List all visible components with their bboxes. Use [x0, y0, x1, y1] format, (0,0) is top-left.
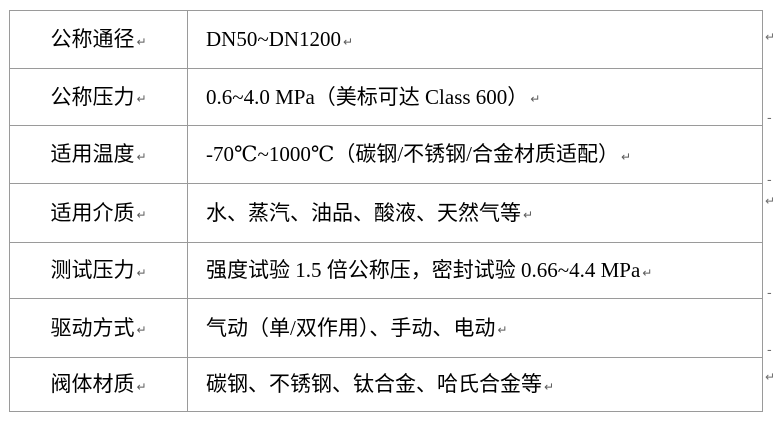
end-of-row-mark-icon: -	[767, 343, 772, 358]
spec-label: 阀体材质	[50, 372, 135, 396]
table-row: 驱动方式 ↵ 气动（单/双作用）、手动、电动 ↵	[10, 299, 762, 358]
spec-value: 气动（单/双作用）、手动、电动	[206, 315, 496, 340]
paragraph-mark-icon: ↵	[136, 92, 147, 106]
paragraph-mark-icon: ↵	[136, 149, 147, 164]
spec-value: 强度试验 1.5 倍公称压，密封试验 0.66~4.4 MPa	[206, 258, 641, 282]
spec-label-cell[interactable]: 适用温度 ↵	[10, 126, 188, 183]
end-of-row-mark-icon: ↵	[765, 30, 773, 44]
spec-value: 0.6~4.0 MPa（美标可达 Class 600）	[206, 84, 529, 109]
end-of-row-mark-icon: ↵	[765, 194, 773, 208]
end-of-row-mark-icon: -	[767, 286, 772, 301]
spec-value-cell[interactable]: 0.6~4.0 MPa（美标可达 Class 600） ↵	[188, 69, 762, 125]
spec-label-cell[interactable]: 公称压力 ↵	[10, 69, 188, 125]
spec-label-cell[interactable]: 阀体材质 ↵	[10, 358, 188, 411]
spec-label: 适用介质	[50, 200, 135, 225]
spec-table: 公称通径 ↵ DN50~DN1200 ↵ 公称压力 ↵ 0.6~4.0 MPa（美标可…	[9, 10, 763, 412]
spec-label: 公称压力	[50, 84, 135, 109]
spec-value-cell[interactable]: 碳钢、不锈钢、钛合金、哈氏合金等 ↵	[188, 358, 762, 411]
spec-label: 驱动方式	[50, 315, 135, 340]
paragraph-mark-icon: ↵	[497, 323, 508, 337]
spec-label: 适用温度	[50, 142, 135, 166]
spec-value: 水、蒸汽、油品、酸液、天然气等	[206, 200, 521, 225]
paragraph-mark-icon: ↵	[136, 265, 147, 280]
spec-label-cell[interactable]: 适用介质 ↵	[10, 184, 188, 242]
paragraph-mark-icon: ↵	[136, 208, 147, 222]
end-of-row-mark-icon: -	[767, 173, 772, 188]
paragraph-mark-icon: ↵	[544, 379, 555, 394]
spec-label-cell[interactable]: 公称通径 ↵	[10, 11, 188, 68]
paragraph-mark-icon: ↵	[136, 34, 147, 49]
spec-value: 碳钢、不锈钢、钛合金、哈氏合金等	[206, 372, 542, 396]
spec-label: 测试压力	[50, 258, 135, 282]
paragraph-mark-icon: ↵	[621, 149, 632, 164]
spec-label-cell[interactable]: 测试压力 ↵	[10, 243, 188, 298]
table-row: 适用介质 ↵ 水、蒸汽、油品、酸液、天然气等 ↵	[10, 184, 762, 243]
spec-value: -70℃~1000℃（碳钢/不锈钢/合金材质适配）	[206, 142, 620, 166]
table-row: 阀体材质 ↵ 碳钢、不锈钢、钛合金、哈氏合金等 ↵	[10, 358, 762, 411]
table-row: 适用温度 ↵ -70℃~1000℃（碳钢/不锈钢/合金材质适配） ↵	[10, 126, 762, 184]
table-row: 测试压力 ↵ 强度试验 1.5 倍公称压，密封试验 0.66~4.4 MPa ↵	[10, 243, 762, 299]
paragraph-mark-icon: ↵	[642, 265, 653, 280]
spec-label-cell[interactable]: 驱动方式 ↵	[10, 299, 188, 357]
paragraph-mark-icon: ↵	[343, 34, 354, 49]
spec-value-cell[interactable]: 气动（单/双作用）、手动、电动 ↵	[188, 299, 762, 357]
spec-value-cell[interactable]: 水、蒸汽、油品、酸液、天然气等 ↵	[188, 184, 762, 242]
paragraph-mark-icon: ↵	[136, 323, 147, 337]
end-of-row-mark-icon: ↵	[765, 370, 773, 384]
spec-value-cell[interactable]: -70℃~1000℃（碳钢/不锈钢/合金材质适配） ↵	[188, 126, 762, 183]
paragraph-mark-icon: ↵	[530, 92, 541, 106]
spec-label: 公称通径	[50, 27, 135, 51]
spec-value-cell[interactable]: 强度试验 1.5 倍公称压，密封试验 0.66~4.4 MPa ↵	[188, 243, 762, 298]
end-of-row-mark-icon: -	[767, 111, 772, 126]
table-row: 公称压力 ↵ 0.6~4.0 MPa（美标可达 Class 600） ↵	[10, 69, 762, 126]
paragraph-mark-icon: ↵	[523, 208, 534, 222]
spec-value-cell[interactable]: DN50~DN1200 ↵	[188, 11, 762, 68]
spec-value: DN50~DN1200	[206, 27, 342, 51]
paragraph-mark-icon: ↵	[136, 379, 147, 394]
table-row: 公称通径 ↵ DN50~DN1200 ↵	[10, 11, 762, 69]
